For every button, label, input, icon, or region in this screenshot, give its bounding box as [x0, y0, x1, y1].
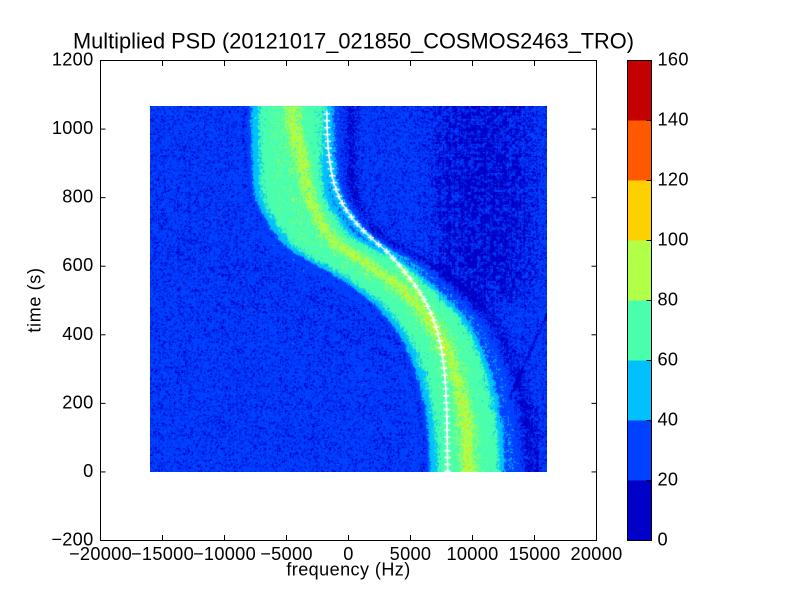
svg-text:0: 0 — [83, 461, 93, 481]
svg-text:−15000: −15000 — [131, 544, 194, 564]
svg-text:frequency (Hz): frequency (Hz) — [286, 560, 410, 580]
svg-text:80: 80 — [658, 290, 679, 310]
svg-text:5000: 5000 — [390, 544, 432, 564]
svg-text:40: 40 — [658, 410, 679, 430]
svg-text:60: 60 — [658, 350, 679, 370]
svg-text:−20000: −20000 — [69, 544, 132, 564]
svg-text:0: 0 — [658, 530, 668, 550]
svg-text:100: 100 — [658, 230, 689, 250]
svg-text:0: 0 — [343, 544, 353, 564]
svg-text:140: 140 — [658, 110, 689, 130]
svg-text:200: 200 — [62, 392, 93, 412]
svg-text:160: 160 — [658, 50, 689, 70]
svg-text:400: 400 — [62, 324, 93, 344]
svg-text:1000: 1000 — [52, 118, 94, 138]
svg-text:120: 120 — [658, 170, 689, 190]
svg-text:20000: 20000 — [570, 544, 622, 564]
svg-text:600: 600 — [62, 255, 93, 275]
svg-text:−10000: −10000 — [193, 544, 256, 564]
svg-text:10000: 10000 — [446, 544, 498, 564]
svg-text:−5000: −5000 — [260, 544, 313, 564]
svg-text:15000: 15000 — [508, 544, 560, 564]
svg-text:Multiplied PSD (20121017_02185: Multiplied PSD (20121017_021850_COSMOS24… — [73, 29, 634, 54]
svg-text:−200: −200 — [51, 530, 93, 550]
svg-text:time (s): time (s) — [25, 267, 45, 332]
svg-text:800: 800 — [62, 187, 93, 207]
svg-text:20: 20 — [658, 470, 679, 490]
svg-text:1200: 1200 — [52, 50, 94, 70]
